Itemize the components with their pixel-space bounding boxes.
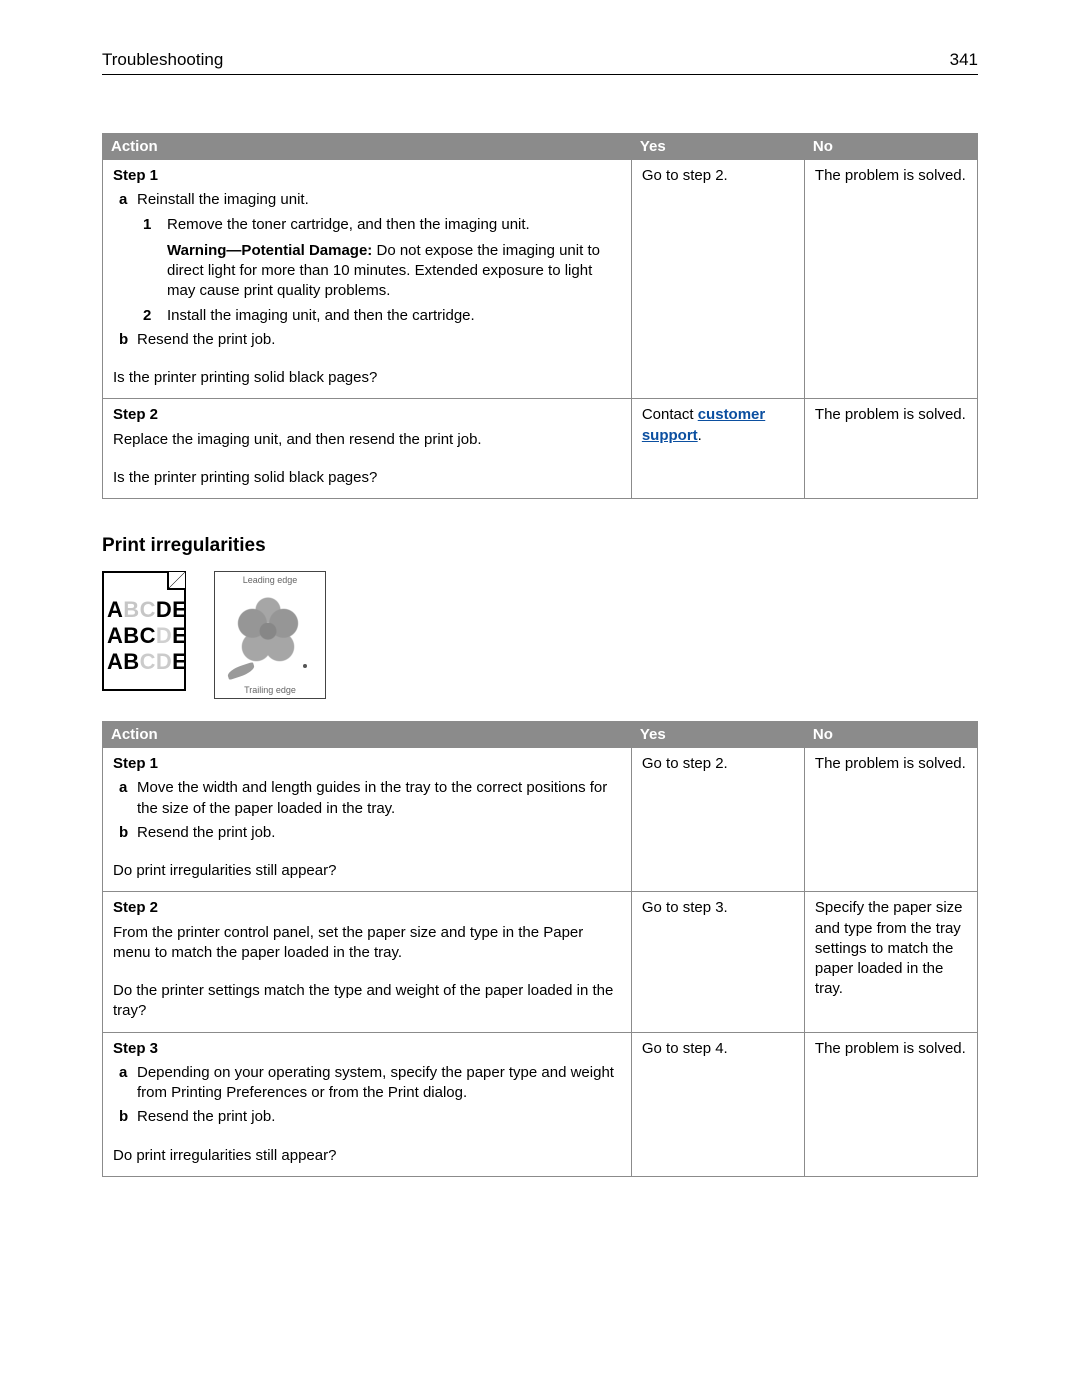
page: Troubleshooting 341 Action Yes No Step 1…	[0, 0, 1080, 1397]
step-label: Step 2	[113, 898, 621, 918]
col-header-no: No	[804, 134, 977, 160]
step-label: Step 1	[113, 754, 621, 774]
step-question: Is the printer printing solid black page…	[113, 368, 621, 388]
no-cell: The problem is solved.	[804, 1032, 977, 1176]
table-row: Step 2 Replace the imaging unit, and the…	[103, 399, 978, 499]
yes-cell: Go to step 3.	[631, 892, 804, 1032]
troubleshooting-table-2: Action Yes No Step 1 a Move the width an…	[102, 721, 978, 1177]
leading-edge-label: Leading edge	[215, 575, 325, 585]
list-item-1: 1 Remove the toner cartridge, and then t…	[143, 215, 621, 235]
no-cell: The problem is solved.	[804, 160, 977, 399]
action-cell: Step 3 a Depending on your operating sys…	[103, 1032, 632, 1176]
step-question: Is the printer printing solid black page…	[113, 468, 621, 488]
no-cell: Specify the paper size and type from the…	[804, 892, 977, 1032]
print-sample-icon: ABCDE ABCDE ABCDE	[102, 571, 186, 691]
illustration-row: ABCDE ABCDE ABCDE Leading edge Trailing …	[102, 571, 978, 699]
step-label: Step 3	[113, 1039, 621, 1059]
list-item-b: b Resend the print job.	[113, 330, 621, 350]
col-header-no: No	[804, 722, 977, 748]
action-cell: Step 1 a Reinstall the imaging unit. 1 R…	[103, 160, 632, 399]
warning-text: Warning—Potential Damage: Do not expose …	[113, 241, 621, 302]
table-row: Step 1 a Move the width and length guide…	[103, 748, 978, 892]
trailing-edge-label: Trailing edge	[215, 685, 325, 695]
list-item-a: a Move the width and length guides in th…	[113, 778, 621, 819]
list-item-a: a Depending on your operating system, sp…	[113, 1063, 621, 1104]
action-cell: Step 2 Replace the imaging unit, and the…	[103, 399, 632, 499]
step-label: Step 1	[113, 166, 621, 186]
yes-cell: Contact customer support.	[631, 399, 804, 499]
col-header-action: Action	[103, 134, 632, 160]
step-label: Step 2	[113, 405, 621, 425]
action-cell: Step 2 From the printer control panel, s…	[103, 892, 632, 1032]
yes-cell: Go to step 4.	[631, 1032, 804, 1176]
section-heading: Print irregularities	[102, 535, 978, 557]
step-question: Do print irregularities still appear?	[113, 1146, 621, 1166]
no-cell: The problem is solved.	[804, 399, 977, 499]
step-question: Do print irregularities still appear?	[113, 861, 621, 881]
step-question: Do the printer settings match the type a…	[113, 981, 621, 1022]
table-row: Step 2 From the printer control panel, s…	[103, 892, 978, 1032]
yes-cell: Go to step 2.	[631, 160, 804, 399]
table-row: Step 3 a Depending on your operating sys…	[103, 1032, 978, 1176]
col-header-action: Action	[103, 722, 632, 748]
list-item-b: b Resend the print job.	[113, 1107, 621, 1127]
col-header-yes: Yes	[631, 722, 804, 748]
header-page-number: 341	[950, 50, 978, 70]
list-item-a: a Reinstall the imaging unit.	[113, 190, 621, 210]
header-section-title: Troubleshooting	[102, 50, 223, 70]
page-dogear-icon	[167, 572, 185, 590]
troubleshooting-table-1: Action Yes No Step 1 a Reinstall the ima…	[102, 133, 978, 499]
list-item-2: 2 Install the imaging unit, and then the…	[143, 306, 621, 326]
print-flower-sample-icon: Leading edge Trailing edge	[214, 571, 326, 699]
yes-cell: Go to step 2.	[631, 748, 804, 892]
col-header-yes: Yes	[631, 134, 804, 160]
action-cell: Step 1 a Move the width and length guide…	[103, 748, 632, 892]
list-item-b: b Resend the print job.	[113, 823, 621, 843]
no-cell: The problem is solved.	[804, 748, 977, 892]
page-header: Troubleshooting 341	[102, 50, 978, 75]
table-row: Step 1 a Reinstall the imaging unit. 1 R…	[103, 160, 978, 399]
